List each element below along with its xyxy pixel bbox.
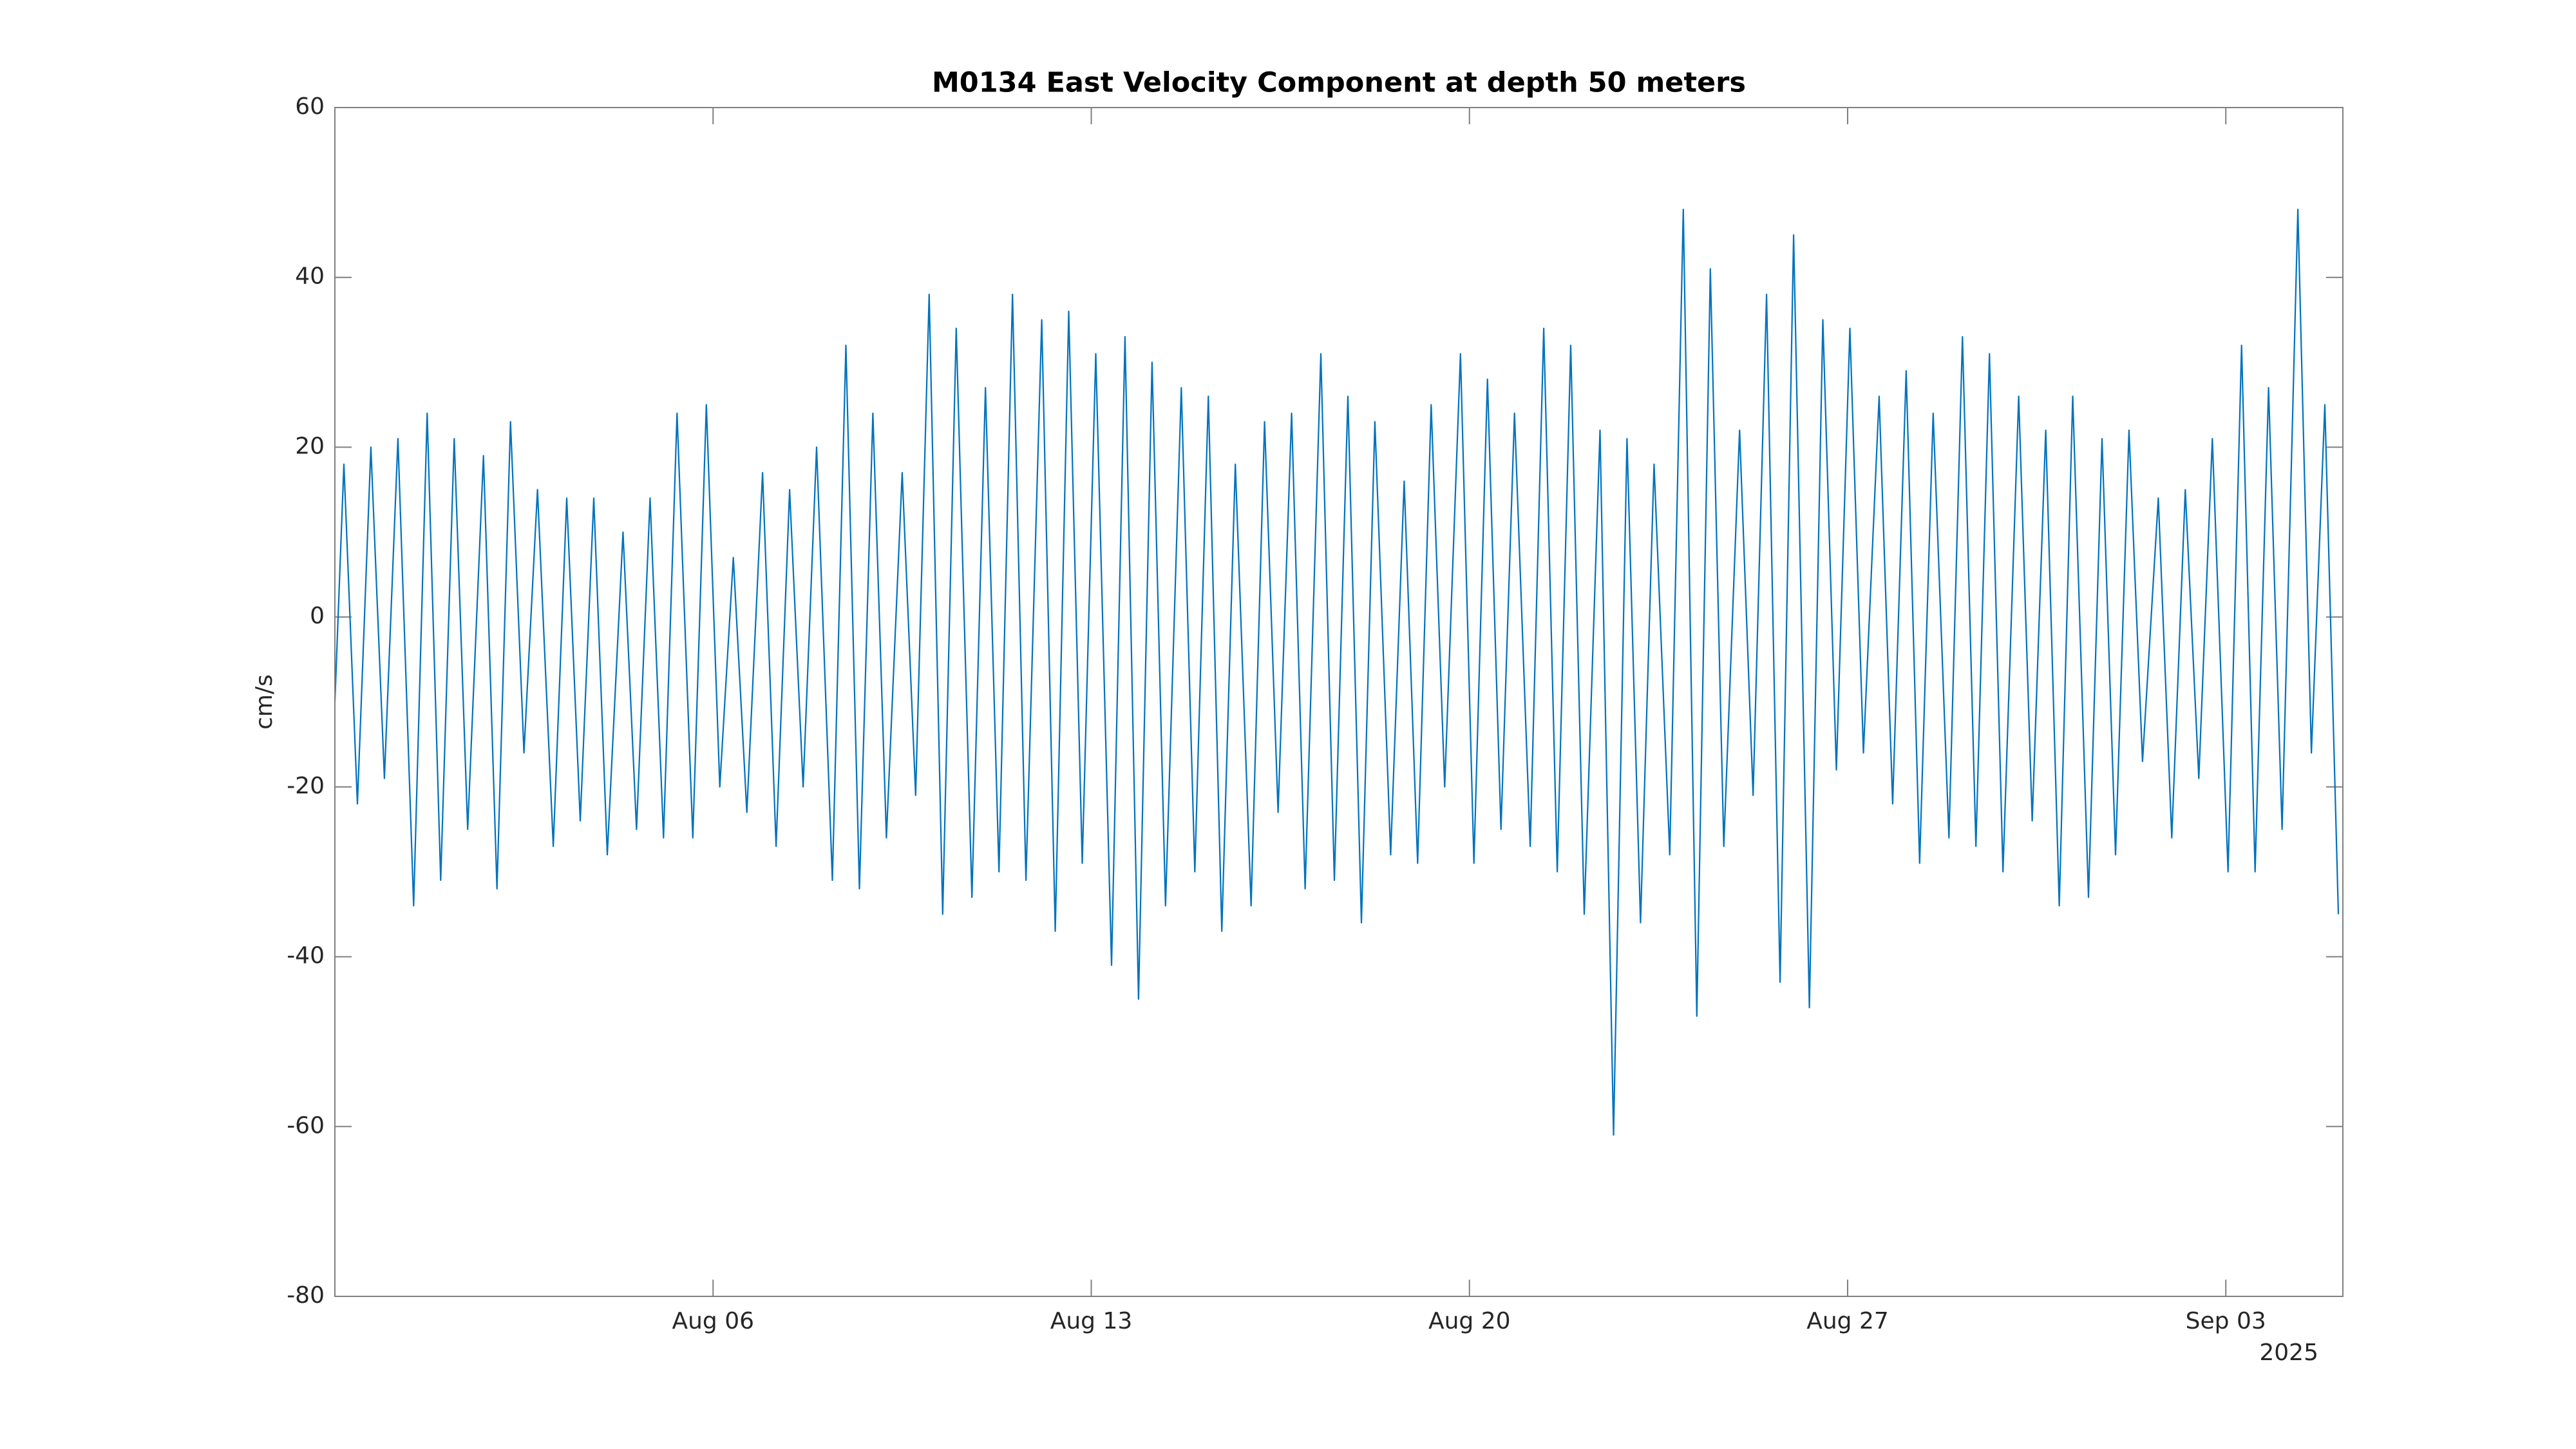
y-tick-label: 0 [310,603,325,629]
data-line [334,209,2340,1136]
x-tick-label: Aug 06 [672,1308,754,1334]
y-axis-label: cm/s [251,674,278,730]
x-tick-label: Aug 13 [1050,1308,1133,1334]
y-tick-label: -60 [287,1112,325,1139]
y-tick-label: -20 [287,773,325,799]
y-tick-label: -80 [287,1282,325,1309]
plot-frame [334,107,2344,1297]
x-tick-label: Aug 27 [1806,1308,1889,1334]
y-tick-label: 60 [295,93,325,120]
x-tick-label: Sep 03 [2186,1308,2266,1334]
y-tick-label: 20 [295,433,325,459]
y-tick-label: 40 [295,263,325,290]
x-tick-label: Aug 20 [1428,1308,1511,1334]
x-secondary-label: 2025 [2259,1340,2318,1366]
chart-title: M0134 East Velocity Component at depth 5… [932,67,1746,99]
y-tick-label: -40 [287,943,325,969]
